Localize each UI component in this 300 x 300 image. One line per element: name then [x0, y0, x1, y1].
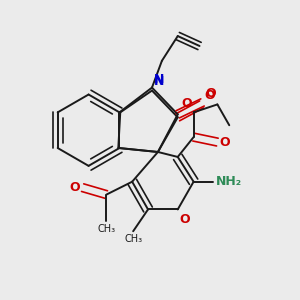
- Text: CH₃: CH₃: [124, 234, 142, 244]
- Text: N: N: [154, 73, 164, 85]
- Text: O: O: [69, 181, 80, 194]
- Text: O: O: [219, 136, 230, 148]
- Text: CH₃: CH₃: [97, 224, 116, 234]
- Text: O: O: [181, 98, 192, 110]
- Text: NH₂: NH₂: [215, 175, 242, 188]
- Text: O: O: [206, 88, 216, 100]
- Text: N: N: [154, 75, 164, 88]
- Text: O: O: [180, 213, 190, 226]
- Text: O: O: [205, 89, 215, 102]
